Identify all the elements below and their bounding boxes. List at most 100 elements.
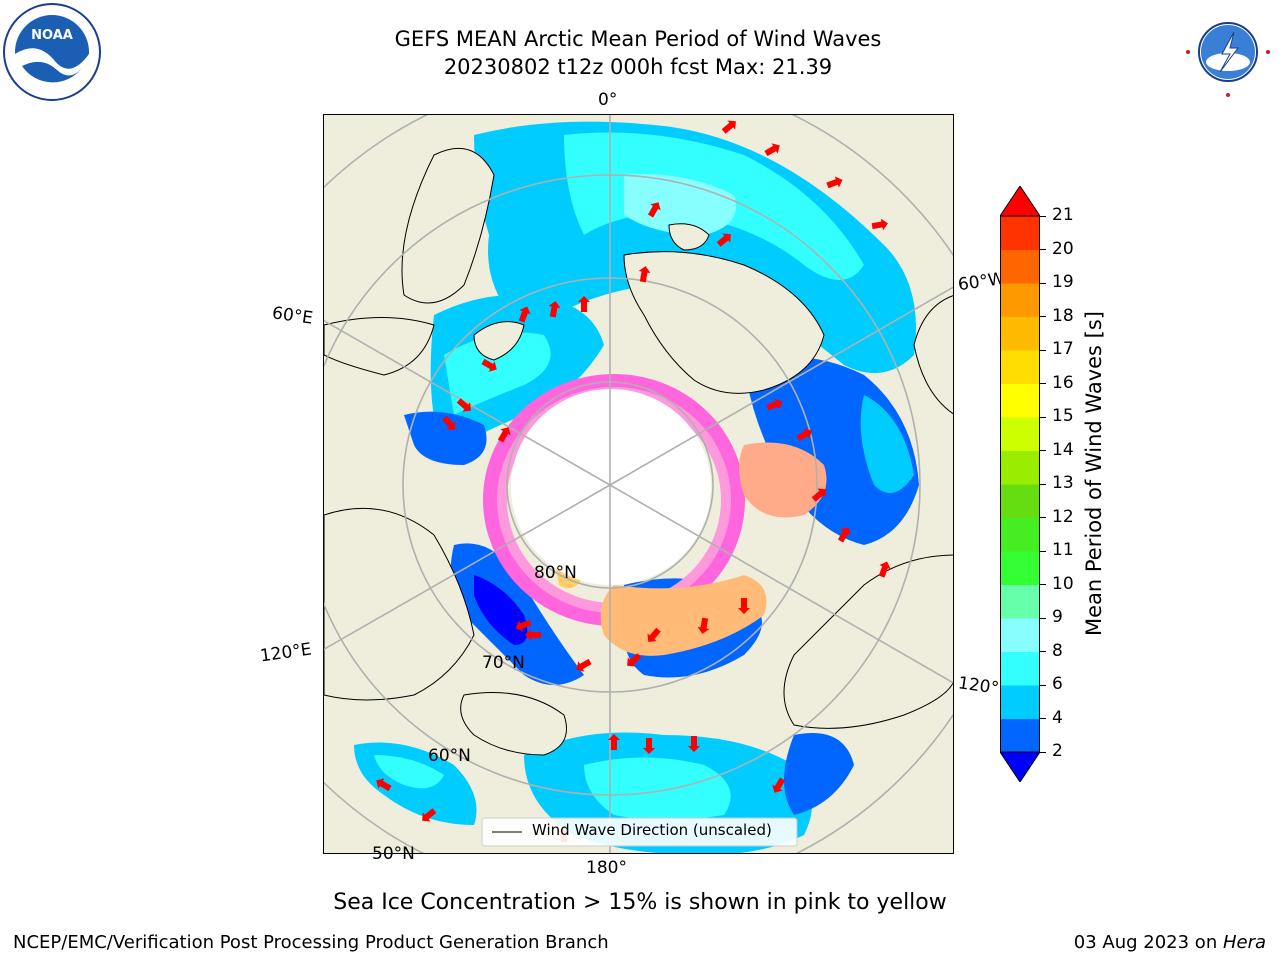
colorbar-extend-max xyxy=(999,185,1041,217)
colorbar-tick-label: 21 xyxy=(1052,205,1074,225)
colorbar-tick-mark xyxy=(1040,517,1046,518)
wind-wave-arrow xyxy=(697,617,710,634)
wind-wave-arrow xyxy=(647,627,661,642)
colorbar-tick-label: 17 xyxy=(1052,339,1074,359)
map-subtitle: 20230802 t12z 000h fcst Max: 21.39 xyxy=(443,55,833,79)
wind-wave-arrow xyxy=(647,202,661,218)
colorbar-tick-mark xyxy=(1040,249,1046,250)
footer-date: 03 Aug 2023 on Hera xyxy=(1074,932,1266,953)
wind-wave-arrows xyxy=(376,120,891,842)
wind-wave-arrow xyxy=(548,301,561,318)
map-title: GEFS MEAN Arctic Mean Period of Wind Wav… xyxy=(394,27,882,51)
colorbar-tick-label: 19 xyxy=(1052,272,1074,292)
colorbar-tick-label: 8 xyxy=(1052,640,1063,661)
wind-wave-arrow xyxy=(688,736,700,752)
wind-wave-arrow xyxy=(608,734,620,750)
colorbar-bin xyxy=(1000,685,1040,719)
colorbar-bin xyxy=(1000,651,1040,686)
lon-label-60e: 60°E xyxy=(270,303,315,329)
wind-wave-arrow xyxy=(716,233,731,247)
noaa-logo: NOAA xyxy=(2,2,102,102)
wind-wave-arrow xyxy=(456,398,471,412)
wind-legend-label: Wind Wave Direction (unscaled) xyxy=(532,821,772,839)
nws-logo xyxy=(1178,2,1278,102)
wind-wave-arrow xyxy=(796,428,812,442)
colorbar-tick-label: 12 xyxy=(1052,506,1074,527)
colorbar-tick-mark xyxy=(1040,349,1046,351)
land-masses xyxy=(324,147,953,756)
meridian-120w xyxy=(609,484,953,684)
colorbar-tick-label: 11 xyxy=(1052,540,1074,560)
wind-wave-arrow xyxy=(497,427,511,443)
colorbar-tick-mark xyxy=(1040,718,1046,719)
colorbar-tick-label: 6 xyxy=(1052,674,1063,694)
wind-wave-arrow xyxy=(738,598,750,614)
colorbar-tick-mark xyxy=(1040,416,1046,418)
lon-label-60w: 60°W xyxy=(956,268,1007,296)
lon-label-120w: 120° xyxy=(956,673,1001,699)
wind-wave-arrow xyxy=(837,527,851,543)
colorbar-tick-label: 18 xyxy=(1052,305,1074,326)
colorbar-tick-mark xyxy=(1040,282,1046,284)
colorbar-tick-label: 10 xyxy=(1052,573,1074,594)
colorbar-bin xyxy=(1000,517,1040,552)
colorbar-tick-label: 16 xyxy=(1052,372,1074,393)
lat-label-80n: 80°N xyxy=(534,563,577,583)
wind-wave-arrow xyxy=(766,398,783,411)
colorbar-tick-mark xyxy=(1040,383,1046,384)
wind-wave-arrow xyxy=(878,561,891,578)
colorbar-label: Mean Period of Wind Waves [s] xyxy=(1082,311,1106,636)
colorbar-tick-mark xyxy=(1040,450,1046,451)
arctic-map: Wind Wave Direction (unscaled) xyxy=(323,114,954,854)
wind-wave-arrow xyxy=(576,658,592,672)
colorbar-bin xyxy=(1000,350,1040,384)
footer-credit: NCEP/EMC/Verification Post Processing Pr… xyxy=(13,932,609,953)
wind-wave-arrow xyxy=(376,778,392,792)
svg-text:NOAA: NOAA xyxy=(31,28,73,43)
wind-wave-arrow xyxy=(764,143,780,157)
colorbar-bin xyxy=(1000,450,1040,485)
colorbar-tick-label: 13 xyxy=(1052,473,1074,493)
colorbar-bin xyxy=(1000,383,1040,418)
colorbar-tick-label: 9 xyxy=(1052,607,1063,627)
colorbar-bin xyxy=(1000,584,1040,619)
colorbar xyxy=(999,185,1041,783)
colorbar-tick-mark xyxy=(1040,584,1046,585)
colorbar-bin xyxy=(1000,316,1040,351)
colorbar-bin xyxy=(1000,216,1040,250)
wind-wave-arrow xyxy=(442,415,456,430)
colorbar-tick-mark xyxy=(1040,550,1046,552)
colorbar-bin xyxy=(1000,551,1040,585)
wind-wave-arrow xyxy=(826,176,843,189)
colorbar-extend-min xyxy=(999,751,1041,783)
wind-wave-arrow xyxy=(772,777,786,793)
sea-ice-note: Sea Ice Concentration > 15% is shown in … xyxy=(333,890,947,915)
colorbar-tick-label: 4 xyxy=(1052,707,1063,728)
lat-label-60n: 60°N xyxy=(428,746,471,766)
colorbar-bin xyxy=(1000,249,1040,284)
colorbar-tick-mark xyxy=(1040,215,1046,217)
footer-date-text: 03 Aug 2023 on xyxy=(1073,932,1223,953)
footer-machine: Hera xyxy=(1222,932,1266,953)
colorbar-tick-label: 15 xyxy=(1052,406,1074,426)
wind-wave-arrow xyxy=(643,738,655,754)
colorbar-tick-mark xyxy=(1040,617,1046,619)
colorbar-bin xyxy=(1000,484,1040,518)
wind-wave-arrow xyxy=(871,218,888,231)
colorbar-bin xyxy=(1000,718,1040,753)
polar-map-svg xyxy=(324,115,953,853)
meridian-60w xyxy=(609,286,953,486)
lon-label-180: 180° xyxy=(586,858,627,878)
graticule xyxy=(324,115,953,853)
wind-wave-arrow xyxy=(515,619,532,632)
colorbar-tick-label: 14 xyxy=(1052,439,1074,460)
colorbar-tick-mark xyxy=(1040,684,1046,686)
wind-wave-arrow xyxy=(422,808,437,822)
wind-wave-arrow xyxy=(811,488,826,502)
colorbar-bin xyxy=(1000,618,1040,652)
colorbar-frame xyxy=(1000,215,1040,753)
colorbar-bin xyxy=(1000,283,1040,317)
wind-legend xyxy=(481,817,798,847)
colorbar-tick-mark xyxy=(1040,483,1046,485)
central-ice xyxy=(511,389,711,585)
